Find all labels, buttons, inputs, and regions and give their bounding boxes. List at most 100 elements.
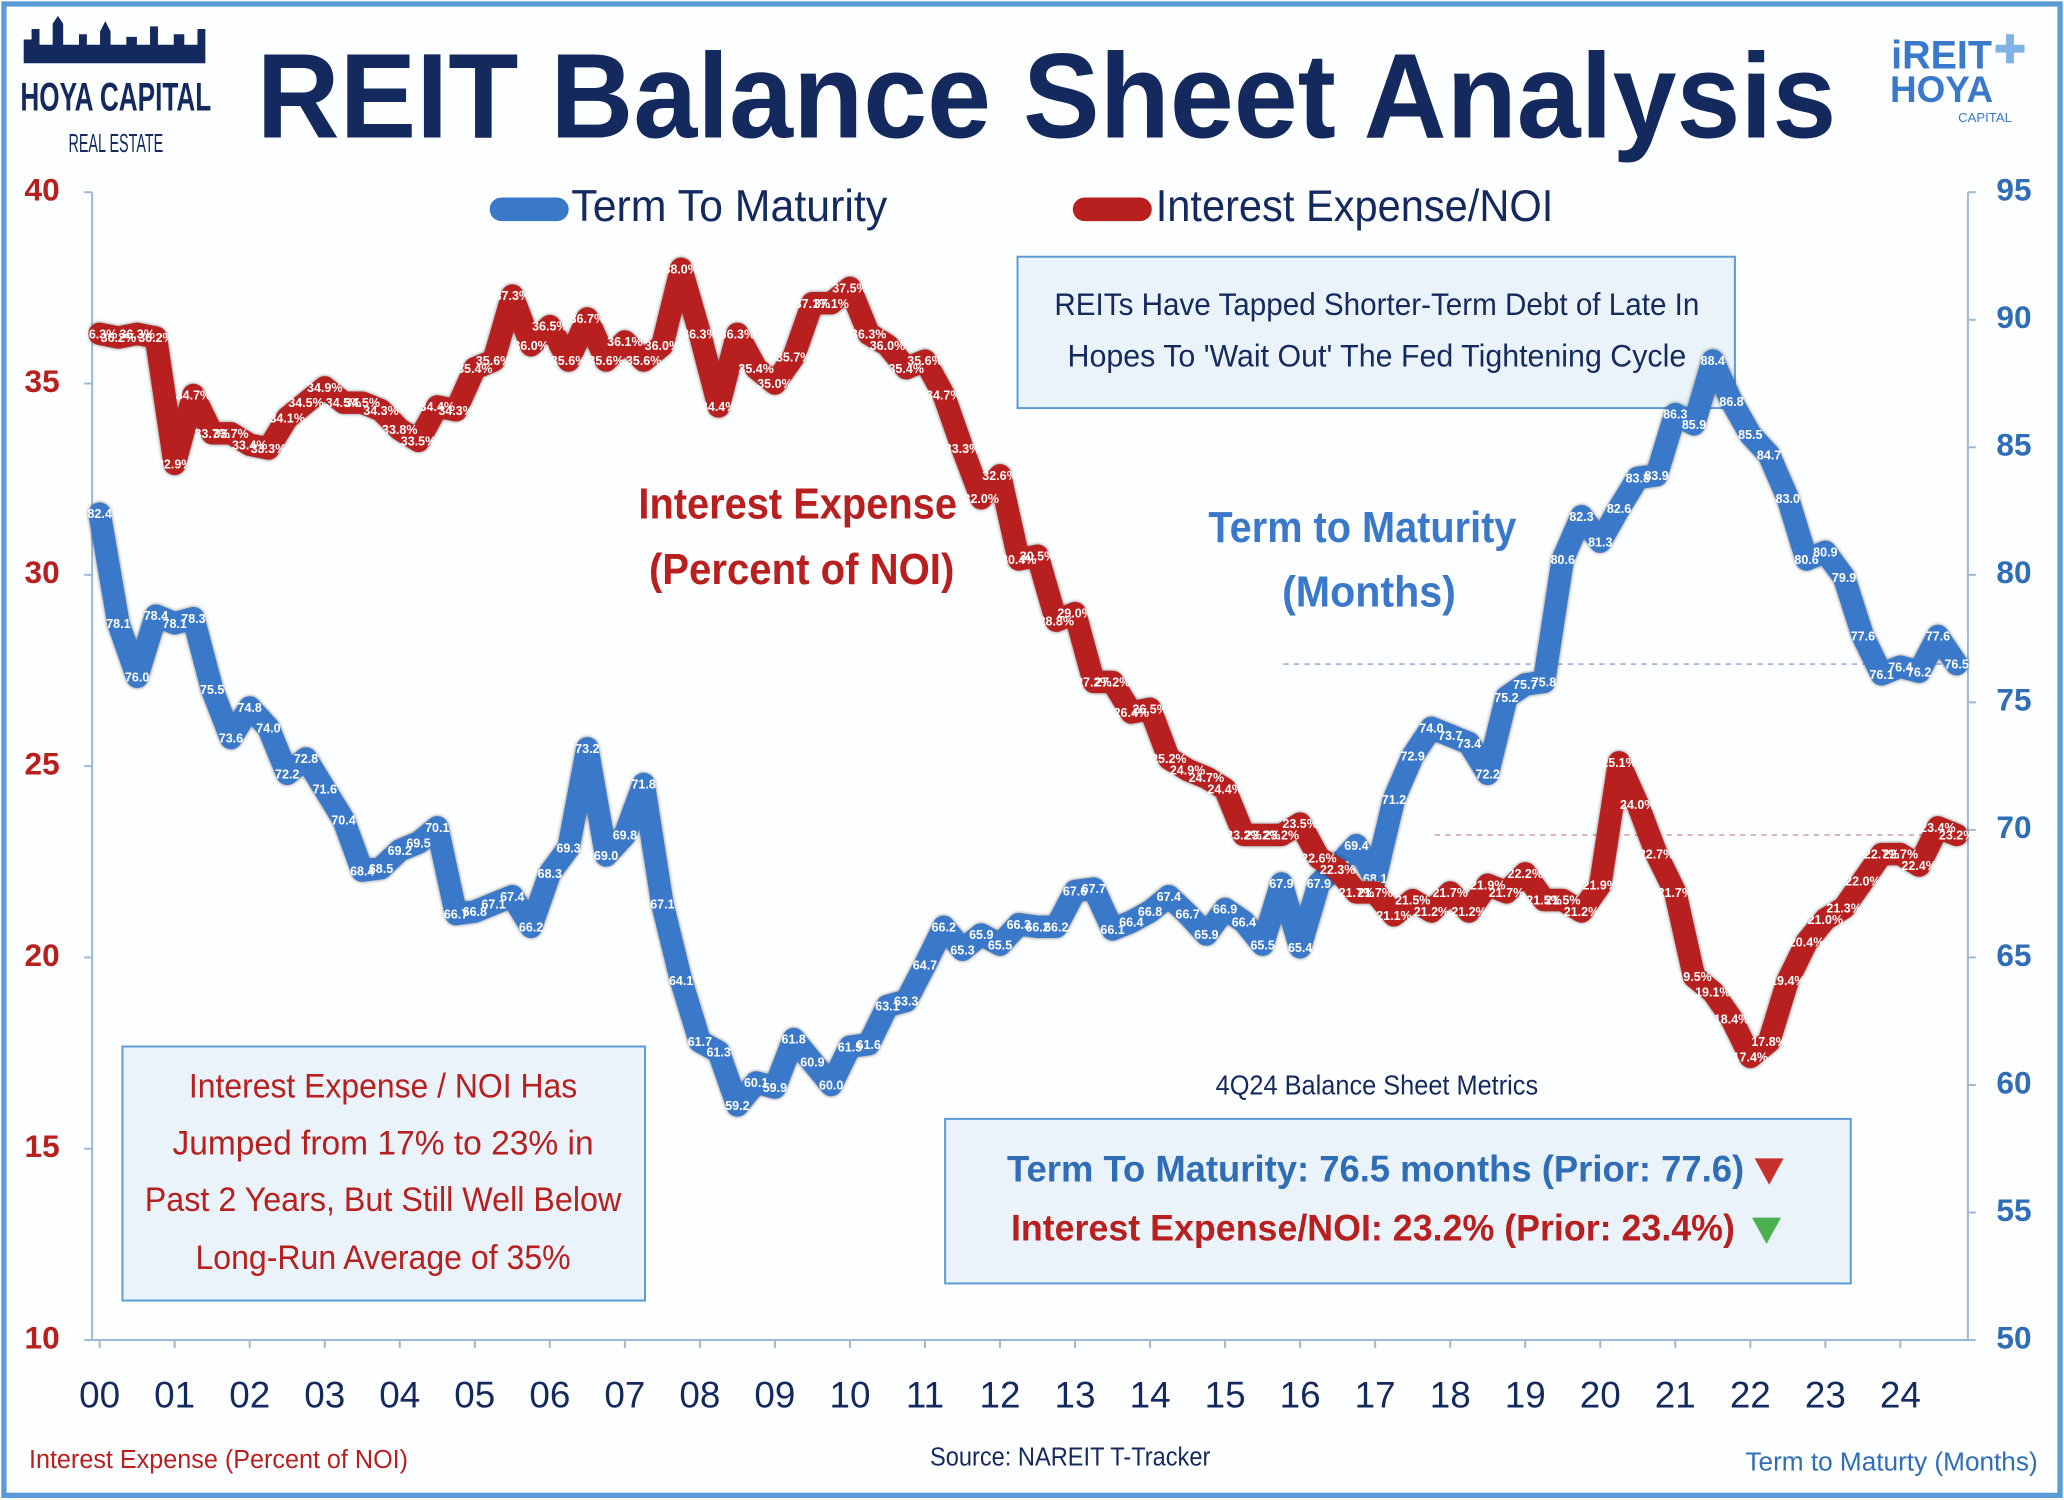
data-label: 85.5	[1738, 428, 1762, 442]
data-label: 80.6	[1551, 553, 1575, 567]
data-label: 86.3	[1663, 408, 1687, 422]
y2-axis-title: Term to Maturty (Months)	[1745, 1447, 2037, 1477]
y2-tick-label: 65	[1996, 937, 2031, 973]
annotation-box	[121, 1045, 646, 1302]
data-label: 83.8	[1626, 472, 1650, 486]
data-label: 61.6	[857, 1038, 881, 1052]
data-label: 66.8	[463, 905, 487, 919]
x-tick-label: 18	[1430, 1375, 1471, 1416]
logo-subtext: REAL ESTATE	[68, 128, 163, 158]
data-label: 36.3%	[851, 327, 886, 341]
data-label: 19.4%	[1770, 974, 1805, 988]
annotation-text: Interest Expense / NOI Has	[189, 1068, 577, 1106]
data-label: 21.2%	[1564, 905, 1599, 919]
x-tick-label: 08	[679, 1375, 720, 1416]
down-arrow	[1752, 1217, 1781, 1244]
data-label: 22.7%	[1639, 848, 1674, 862]
data-label: 30.4%	[1001, 553, 1036, 567]
data-label: 17.4%	[1733, 1051, 1768, 1065]
data-label: 34.7%	[176, 389, 211, 403]
data-label: 68.3	[538, 867, 562, 881]
data-label: 67.1	[650, 897, 674, 911]
data-label: 21.9%	[1583, 878, 1618, 892]
data-label: 69.5	[406, 836, 430, 850]
data-label: 59.2	[725, 1099, 749, 1113]
data-label: 24.7%	[1189, 771, 1224, 785]
x-tick-label: 09	[754, 1375, 795, 1416]
logo-text: iREIT	[1891, 33, 1992, 77]
data-label: 21.0%	[1808, 913, 1843, 927]
y2-tick-label: 75	[1996, 682, 2031, 718]
data-label: 35.4%	[888, 362, 923, 376]
data-label: 67.7	[1082, 882, 1106, 896]
data-label: 71.8	[631, 778, 655, 792]
data-label: 67.4	[500, 890, 524, 904]
data-label: 19.1%	[1695, 985, 1730, 999]
data-label: 33.7%	[213, 427, 248, 441]
data-label: 35.0%	[757, 377, 792, 391]
data-label: 24.0%	[1620, 798, 1655, 812]
x-tick-label: 02	[229, 1375, 270, 1416]
data-label: 27.2%	[1095, 676, 1130, 690]
data-label: 33.3%	[945, 442, 980, 456]
series-annotation: Interest Expense	[638, 480, 957, 528]
data-label: 67.1	[481, 897, 505, 911]
data-label: 34.1%	[269, 412, 304, 426]
y2-tick-label: 80	[1996, 554, 2031, 590]
data-label: 61.3	[706, 1045, 730, 1059]
data-label: 33.4%	[232, 438, 267, 452]
data-label: 19.5%	[1676, 970, 1711, 984]
data-label: 28.8%	[1039, 614, 1074, 628]
data-label: 76.2	[1907, 665, 1931, 679]
data-label: 76.5	[1944, 658, 1968, 672]
data-label: 74.8	[238, 701, 262, 715]
data-label: 35.4%	[738, 362, 773, 376]
data-label: 81.3	[1588, 535, 1612, 549]
data-label: 37.1%	[795, 297, 830, 311]
logo-text: HOYA	[1890, 69, 1993, 110]
y-tick-label: 10	[25, 1319, 60, 1355]
annotation-title: 4Q24 Balance Sheet Metrics	[1216, 1070, 1539, 1101]
x-tick-label: 01	[154, 1375, 195, 1416]
data-label: 83.0	[1776, 492, 1800, 506]
data-label: 69.3	[556, 841, 580, 855]
data-label: 73.7	[1438, 729, 1462, 743]
data-label: 36.0%	[513, 339, 548, 353]
data-label: 25.1%	[1601, 756, 1636, 770]
data-label: 24.9%	[1170, 764, 1205, 778]
data-label: 80.6	[1794, 553, 1818, 567]
data-label: 21.1%	[1376, 909, 1411, 923]
source-note: Source: NAREIT T-Tracker	[930, 1441, 1211, 1471]
down-arrow	[1754, 1158, 1784, 1185]
series-line	[88, 349, 1968, 1117]
x-tick-label: 04	[379, 1375, 420, 1416]
x-tick-label: 21	[1655, 1375, 1696, 1416]
data-label: 66.8	[1138, 905, 1162, 919]
data-label: 76.0	[125, 670, 149, 684]
data-label: 18.4%	[1714, 1012, 1749, 1026]
annotation-box	[1016, 255, 1736, 410]
data-label: 27.2%	[1076, 676, 1111, 690]
x-tick-label: 24	[1880, 1375, 1921, 1416]
data-label: 65.9	[969, 928, 993, 942]
data-label: 23.2%	[1939, 829, 1974, 843]
x-tick-label: 20	[1580, 1375, 1621, 1416]
data-label: 83.9	[1644, 469, 1668, 483]
data-label: 21.7%	[1357, 886, 1392, 900]
data-label: 60.9	[800, 1056, 824, 1070]
annotation-text: Jumped from 17% to 23% in	[172, 1124, 593, 1162]
data-label: 88.4	[1701, 354, 1725, 368]
data-label: 77.6	[1926, 630, 1950, 644]
data-label: 66.2	[1025, 920, 1049, 934]
y2-tick-label: 70	[1996, 809, 2031, 845]
data-label: 82.6	[1607, 502, 1631, 516]
data-label: 23.5%	[1282, 817, 1317, 831]
x-tick-label: 05	[454, 1375, 495, 1416]
x-tick-label: 06	[529, 1375, 570, 1416]
data-label: 72.9	[1401, 750, 1425, 764]
data-label: 30.5%	[1020, 549, 1055, 563]
annotation-text: Hopes To 'Wait Out' The Fed Tightening C…	[1068, 337, 1687, 373]
data-label: 78.1	[163, 617, 187, 631]
data-label: 67.9	[1269, 877, 1293, 891]
y-tick-label: 25	[25, 745, 60, 781]
